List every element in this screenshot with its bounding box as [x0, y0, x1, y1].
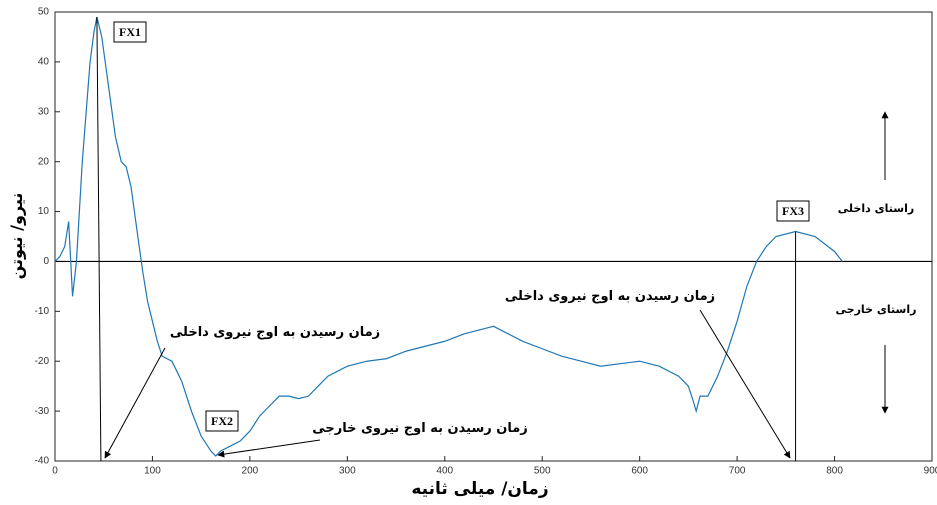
annotation-arrow: [217, 439, 321, 458]
x-tick-label: 100: [144, 466, 161, 477]
y-tick-label: 20: [38, 156, 50, 167]
y-axis-label: نیرو/ نیوتن: [7, 193, 26, 280]
data-line: [54, 16, 843, 457]
y-tick-label: -10: [35, 306, 50, 317]
x-tick-label: 200: [242, 466, 259, 477]
y-tick-label: -20: [35, 356, 50, 367]
annotation: زمان رسیدن به اوج نیروی داخلی: [170, 325, 380, 340]
x-tick-label: 800: [826, 466, 843, 477]
peak-label: FX1: [119, 25, 141, 39]
peak-box: [205, 410, 239, 432]
x-tick-label: 500: [534, 466, 551, 477]
y-tick-label: 30: [38, 106, 50, 117]
x-tick-label: 900: [924, 466, 937, 477]
direction-label: راستای خارجی: [836, 303, 917, 316]
y-tick-label: 50: [38, 7, 50, 18]
direction-label: راستای داخلی: [838, 202, 914, 215]
plot-frame: [54, 11, 933, 462]
annotation-arrow: [699, 309, 791, 459]
peak-box: [776, 200, 810, 222]
y-tick-label: 0: [43, 256, 49, 267]
annotation: زمان رسیدن به اوج نیروی خارجی: [312, 421, 528, 436]
y-tick-label: -30: [35, 406, 50, 417]
peak-label: FX3: [782, 204, 804, 218]
x-tick-label: 0: [52, 466, 58, 477]
peak-drop: [96, 16, 102, 462]
peak-box: [113, 21, 147, 43]
x-tick-label: 600: [631, 466, 648, 477]
y-tick-label: 10: [38, 206, 50, 217]
x-axis-label: زمان/ میلی ثانیه: [411, 479, 548, 499]
annotation: زمان رسیدن به اوج نیروی داخلی: [505, 289, 715, 304]
y-tick-label: -40: [35, 456, 50, 467]
x-tick-label: 400: [436, 466, 453, 477]
annotation-arrow: [104, 347, 166, 459]
peak-label: FX2: [211, 414, 233, 428]
x-tick-label: 700: [729, 466, 746, 477]
x-tick-label: 300: [339, 466, 356, 477]
y-tick-label: 40: [38, 57, 50, 68]
